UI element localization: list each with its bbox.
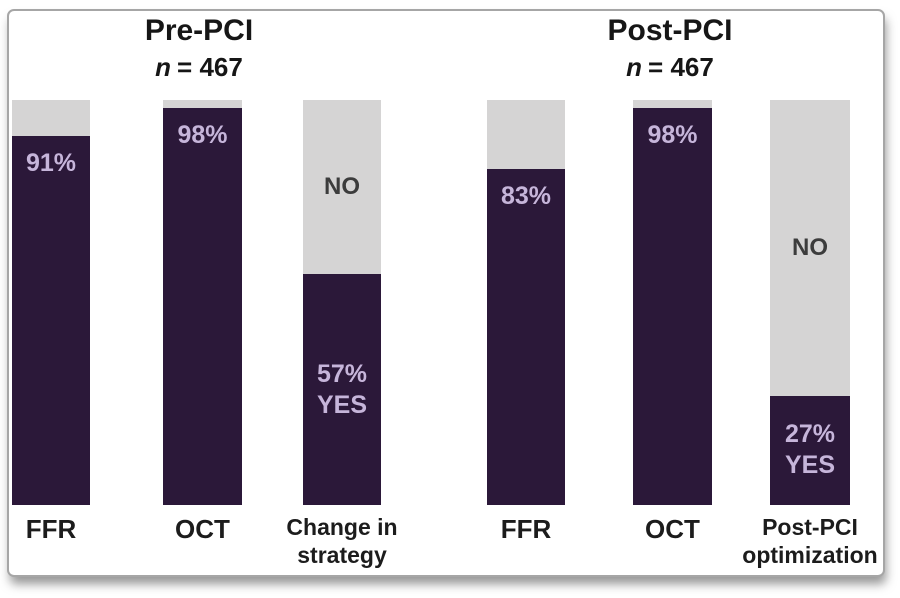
bar-remainder-segment: NO bbox=[303, 100, 381, 275]
bar-category-label-line: Post-PCI bbox=[762, 514, 858, 540]
bar-value-label: 91% bbox=[25, 149, 77, 178]
bar-value-label: 98% bbox=[177, 121, 228, 150]
n-value: = 467 bbox=[177, 52, 243, 82]
bar-column-post-post-pci-optimization: NO 27% YES Post-PCI optimization bbox=[742, 100, 878, 568]
bar-value-label: 57% bbox=[316, 359, 368, 388]
bar-column-pre-change-in-strategy: NO 57% YES Change in strategy bbox=[286, 100, 398, 568]
bar-category-label: OCT bbox=[113, 514, 293, 545]
bar-category-label-line: OCT bbox=[175, 514, 230, 544]
bar-remainder-segment bbox=[633, 100, 712, 109]
remainder-no-label: NO bbox=[324, 173, 360, 201]
bar-column-post-oct: 98% OCT bbox=[633, 100, 712, 544]
bar-category-label: Change in strategy bbox=[252, 514, 432, 569]
bar-category-label-line: optimization bbox=[742, 541, 878, 568]
group-title-pre-pci: Pre-PCI bbox=[144, 14, 254, 47]
bar-remainder-segment: NO bbox=[770, 100, 850, 396]
bar-column-pre-ffr: 91% FFR bbox=[12, 100, 90, 544]
sample-size-pre-pci: n = 467 bbox=[39, 51, 359, 83]
bar-column-pre-oct: 98% OCT bbox=[163, 100, 242, 544]
bar-category-label: OCT bbox=[583, 514, 763, 545]
bar-category-label-line: OCT bbox=[645, 514, 700, 544]
bar-remainder-segment bbox=[163, 100, 242, 109]
group-header-post-pci: Post-PCI n = 467 bbox=[510, 11, 830, 83]
n-symbol: n bbox=[155, 52, 172, 82]
bar-value-label: 27% bbox=[784, 420, 836, 449]
bar-remainder-segment bbox=[487, 100, 565, 169]
group-title-post-pci: Post-PCI bbox=[607, 14, 733, 47]
bar-yes-label: YES bbox=[316, 390, 368, 419]
bar-category-label-line: FFR bbox=[25, 514, 77, 544]
bar-category-label-line: Change in bbox=[286, 514, 398, 540]
n-symbol: n bbox=[626, 52, 643, 82]
bar-value-label: 83% bbox=[500, 181, 552, 210]
bar-category-label-line: FFR bbox=[500, 514, 552, 544]
bar-filled-segment: 98% bbox=[633, 108, 712, 505]
bar-category-label: FFR bbox=[0, 514, 141, 545]
remainder-no-label: NO bbox=[792, 233, 828, 261]
bar-filled-segment: 98% bbox=[163, 108, 242, 505]
bar-column-post-ffr: 83% FFR bbox=[487, 100, 565, 544]
bar-yes-label: YES bbox=[784, 451, 836, 480]
n-value: = 467 bbox=[648, 52, 714, 82]
bar-category-label: Post-PCI optimization bbox=[720, 514, 900, 569]
bar-filled-segment: 27% YES bbox=[770, 395, 850, 505]
bar-value-label: 98% bbox=[647, 121, 698, 150]
sample-size-post-pci: n = 467 bbox=[510, 51, 830, 83]
group-header-pre-pci: Pre-PCI n = 467 bbox=[39, 11, 359, 83]
bar-category-label-line: strategy bbox=[297, 541, 387, 568]
bar-remainder-segment bbox=[12, 100, 90, 137]
bar-category-label: FFR bbox=[436, 514, 616, 545]
bar-filled-segment: 91% bbox=[12, 136, 90, 505]
chart-frame: Pre-PCI n = 467 Post-PCI n = 467 91% FFR 98%… bbox=[7, 9, 885, 577]
bars-layer: 91% FFR 98% OCT NO 57% YES Change in strategy 83%… bbox=[9, 100, 883, 568]
bar-filled-segment: 83% bbox=[487, 168, 565, 505]
bar-filled-segment: 57% YES bbox=[303, 274, 381, 505]
